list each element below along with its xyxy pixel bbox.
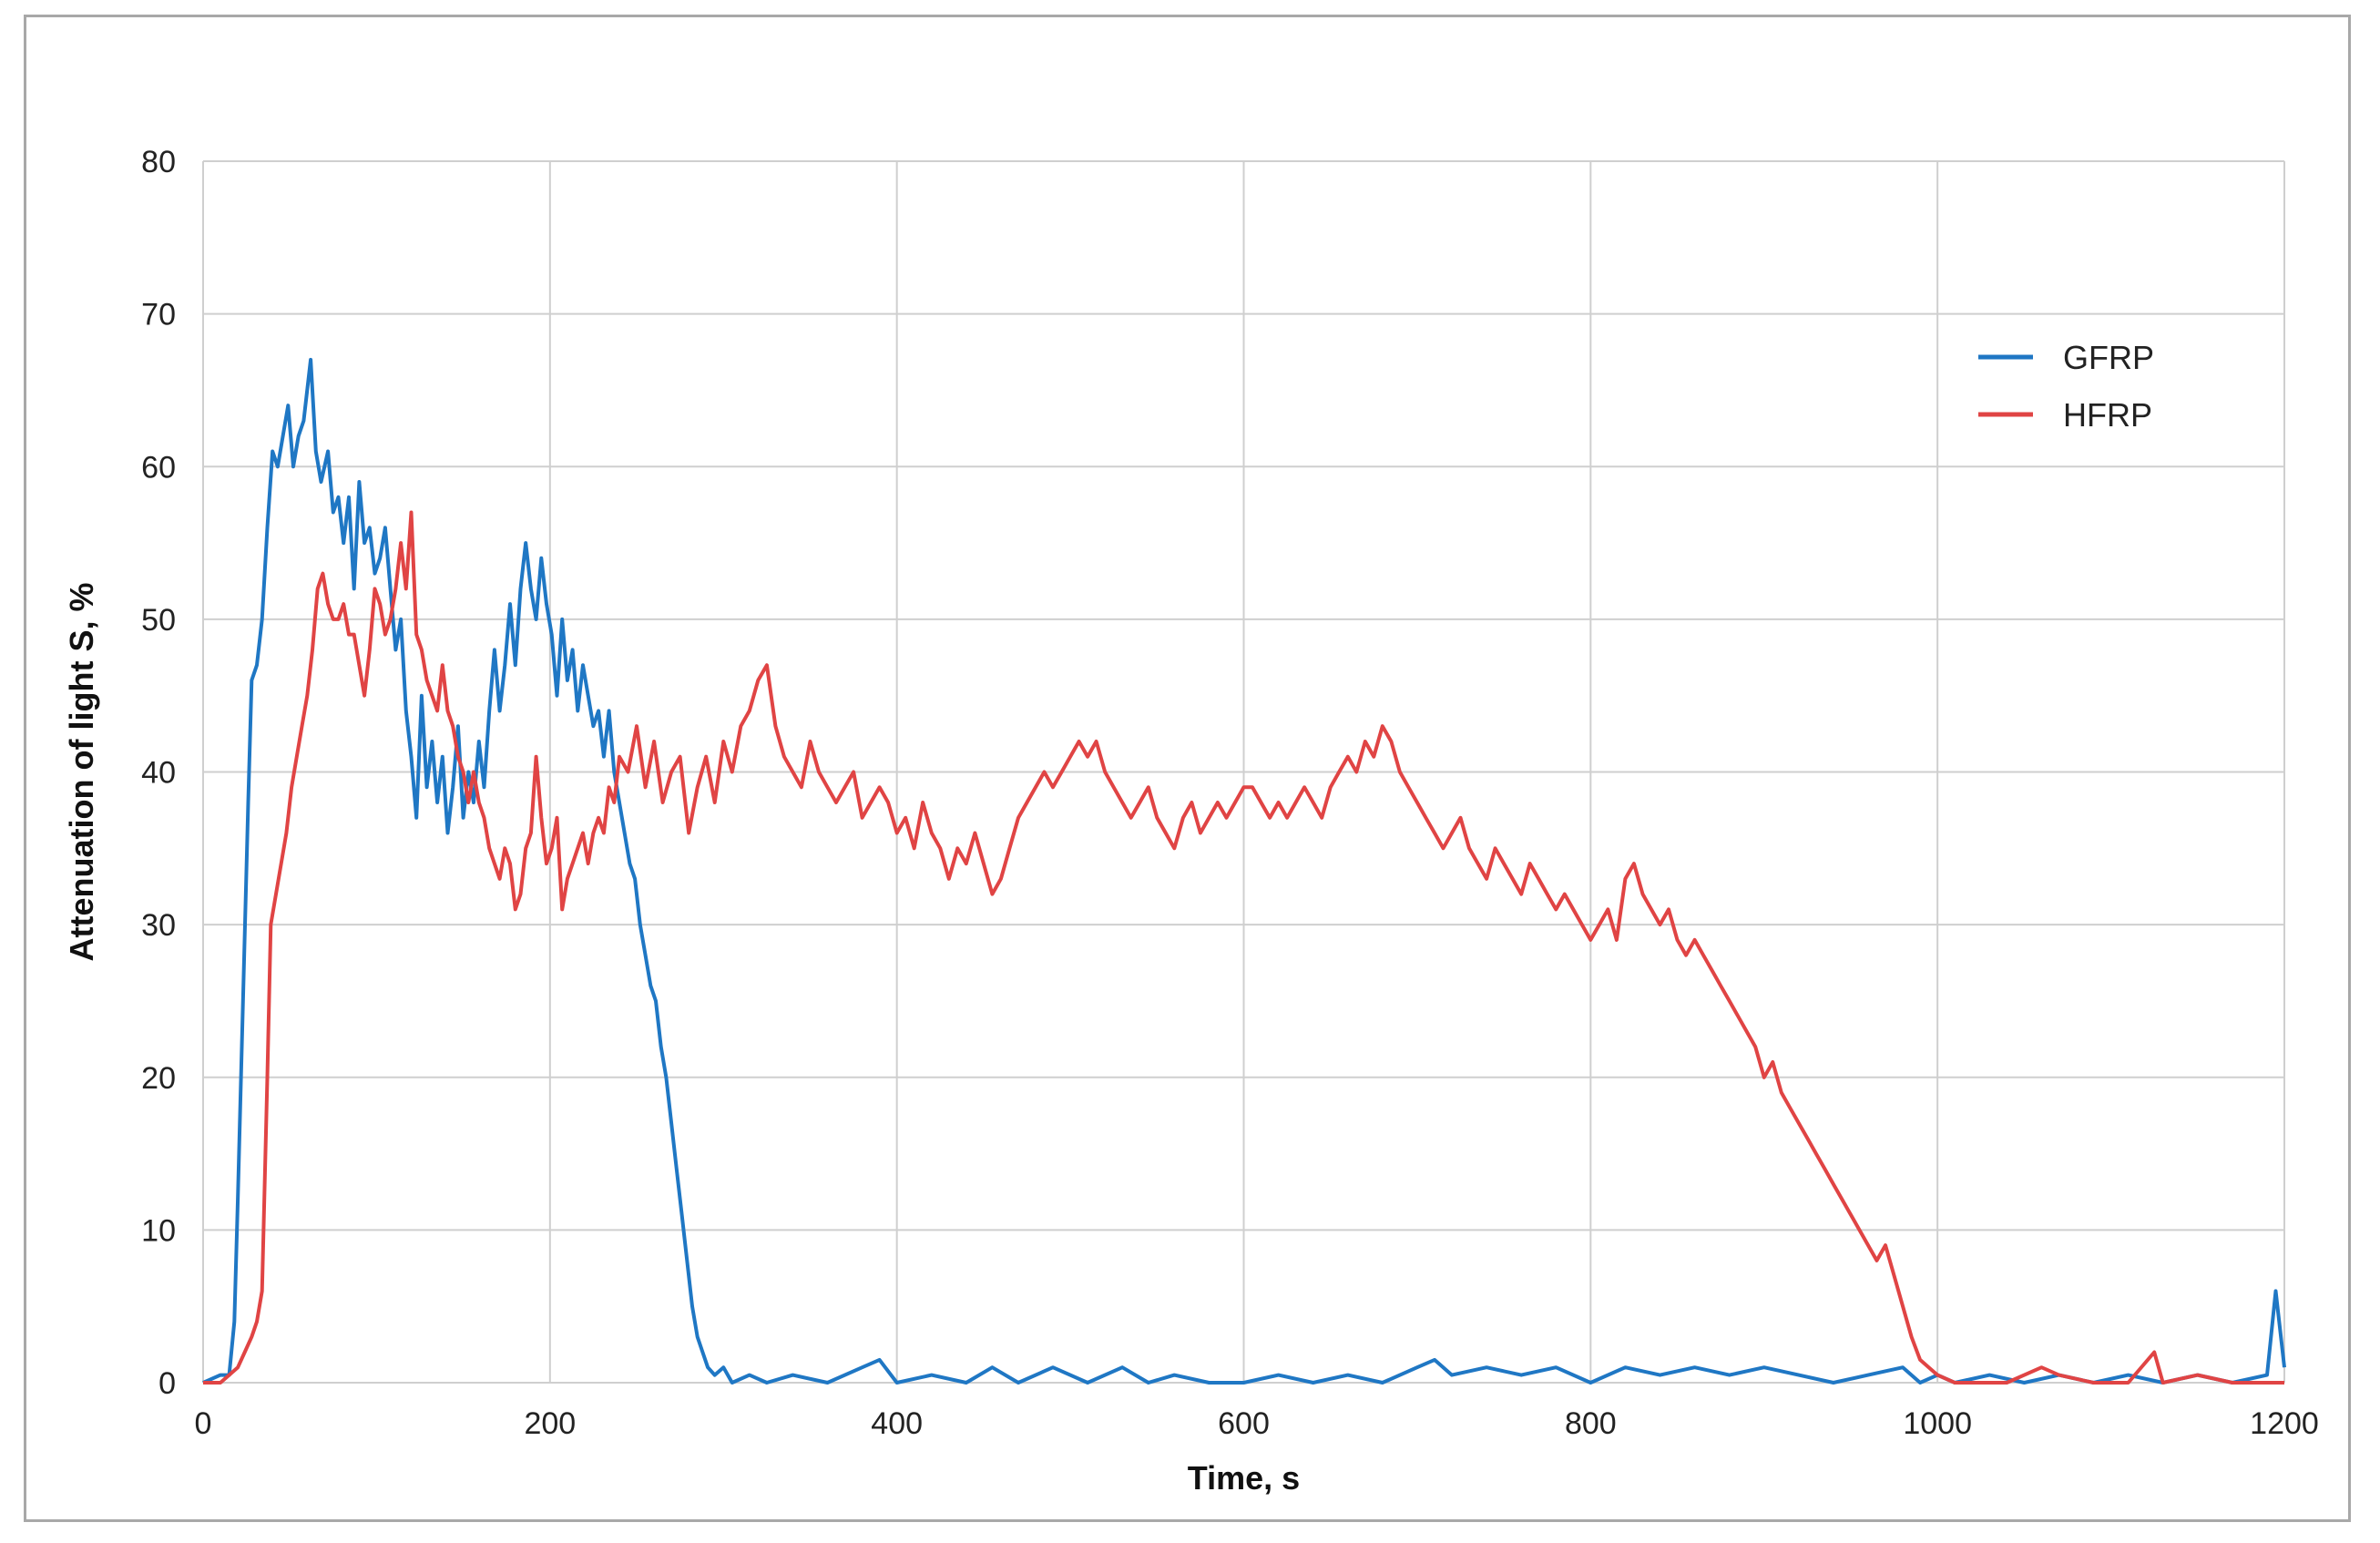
y-tick-label: 60 bbox=[141, 450, 176, 485]
grid-lines bbox=[202, 160, 2285, 1384]
x-tick-label: 0 bbox=[195, 1406, 212, 1441]
y-tick-label: 10 bbox=[141, 1213, 176, 1248]
series-lines bbox=[202, 357, 2286, 1385]
x-tick-label: 1000 bbox=[1903, 1406, 1972, 1441]
y-tick-label: 30 bbox=[141, 908, 176, 943]
series-line-hfrp bbox=[203, 510, 2284, 1385]
legend-label-gfrp: GFRP bbox=[2063, 339, 2154, 376]
y-tick-label: 20 bbox=[141, 1061, 176, 1096]
x-axis-title: Time, s bbox=[1188, 1459, 1300, 1497]
x-tick-label: 1200 bbox=[2250, 1406, 2319, 1441]
series-line-gfrp bbox=[202, 357, 2286, 1385]
y-tick-label: 40 bbox=[141, 756, 176, 791]
y-tick-label: 0 bbox=[158, 1366, 176, 1401]
y-tick-label: 50 bbox=[141, 603, 176, 638]
y-tick-label: 80 bbox=[141, 145, 176, 179]
x-tick-label: 400 bbox=[871, 1406, 923, 1441]
legend-label-hfrp: HFRP bbox=[2063, 396, 2152, 434]
y-tick-label: 70 bbox=[141, 298, 176, 332]
x-tick-label: 800 bbox=[1565, 1406, 1617, 1441]
y-axis-title: Attenuation of light S, % bbox=[63, 583, 100, 962]
x-tick-label: 200 bbox=[524, 1406, 576, 1441]
legend: GFRP HFRP bbox=[1978, 339, 2154, 434]
x-tick-label: 600 bbox=[1218, 1406, 1270, 1441]
